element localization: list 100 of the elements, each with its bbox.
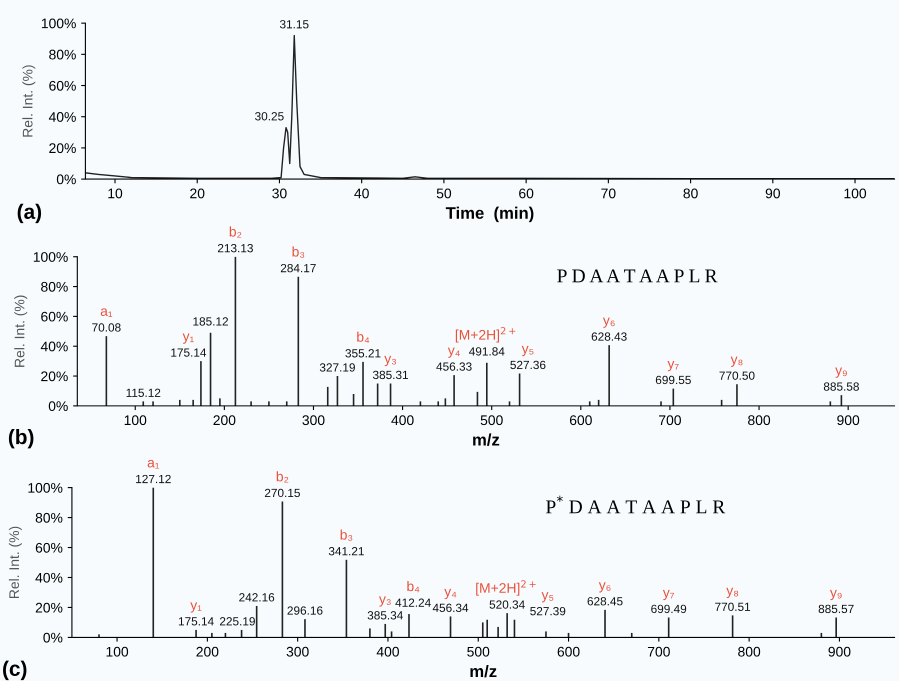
annotation: 456.34	[432, 604, 468, 612]
y-tick-label: 60%	[41, 312, 68, 322]
annotation: 31.15	[280, 20, 309, 28]
x-tick-label: 50	[436, 188, 452, 198]
annotation: 885.57	[818, 604, 854, 614]
annotation: 527.36	[510, 360, 546, 370]
y-tick-label: 20%	[41, 371, 68, 382]
annotation: y₇	[667, 360, 679, 372]
y-tick-label: 80%	[49, 50, 76, 60]
y-tick-label: 100%	[42, 18, 76, 28]
y-tick-label: 0%	[56, 174, 76, 184]
annotation: y₁	[190, 602, 202, 613]
x-axis-title: Time (min)	[446, 206, 534, 222]
annotation: 284.17	[280, 264, 316, 272]
y-tick-label: 100%	[28, 482, 62, 493]
annotation: y₄	[448, 348, 460, 358]
text: (b)	[8, 428, 34, 448]
annotation: y₅	[542, 592, 554, 602]
x-tick-label: 800	[738, 646, 760, 657]
annotation: y₅	[522, 346, 534, 356]
annotation: y₈	[730, 356, 742, 367]
x-tick-label: 400	[391, 415, 414, 426]
x-tick-label: 100	[124, 415, 146, 426]
y-tick-label: 20%	[49, 143, 76, 154]
annotation: a₁	[148, 460, 160, 469]
x-tick-label: 600	[558, 646, 580, 657]
annotation: 699.49	[651, 604, 686, 614]
annotation: P$^{*}$ D A A T A A P L R	[546, 496, 726, 514]
x-axis-title: m/z	[470, 664, 496, 678]
annotation: 699.55	[656, 376, 691, 384]
y-tick-label: 60%	[36, 542, 62, 553]
annotation: 385.34	[368, 611, 403, 620]
annotation: b₄	[357, 332, 370, 343]
annotation: y₈	[726, 588, 738, 598]
annotation: 115.12	[126, 388, 160, 397]
annotation: 770.50	[720, 371, 755, 380]
annotation: y₁	[182, 334, 194, 344]
annotation: 628.43	[592, 332, 627, 341]
annotation: 296.16	[288, 606, 323, 615]
y-axis-title: Rel. Int. (%)	[22, 65, 36, 137]
x-tick-label: 80	[683, 188, 698, 198]
x-tick-label: 900	[837, 415, 860, 426]
annotation: y₉	[835, 368, 847, 378]
y-tick-label: 20%	[36, 602, 62, 613]
annotation: 456.33	[436, 362, 472, 371]
x-tick-label: 300	[302, 415, 325, 426]
x-tick-label: 800	[748, 415, 770, 426]
annotation: b₃	[340, 530, 352, 541]
x-tick-label: 100	[106, 646, 128, 657]
x-tick-label: 90	[766, 188, 780, 198]
annotation: y₆	[602, 318, 615, 328]
annotation: [M+2H]$^{2+}$	[456, 327, 516, 342]
x-tick-label: 20	[190, 188, 204, 198]
y-tick-label: 40%	[48, 112, 76, 122]
x-tick-label: 600	[570, 415, 592, 426]
x-tick-label: 30	[272, 188, 287, 198]
x-tick-label: 40	[354, 188, 369, 198]
x-tick-label: 10	[108, 188, 122, 198]
x-tick-label: 60	[519, 188, 534, 198]
annotation: 341.21	[328, 547, 364, 556]
annotation: 270.15	[264, 488, 300, 498]
annotation: P D A A T A A P L R	[557, 269, 718, 282]
annotation: 30.25	[255, 112, 284, 120]
annotation: 520.34	[490, 600, 525, 609]
annotation: b₄	[407, 580, 420, 592]
x-tick-label: 100	[844, 188, 866, 198]
annotation: y₇	[662, 590, 674, 600]
annotation: y₆	[598, 582, 611, 592]
y-tick-label: 40%	[35, 572, 62, 583]
y-tick-label: 80%	[36, 512, 62, 523]
annotation: 527.39	[530, 606, 566, 616]
annotation: 185.12	[193, 317, 228, 326]
annotation: 242.16	[239, 593, 274, 602]
x-tick-label: 900	[828, 646, 850, 657]
annotation: 175.14	[171, 348, 206, 357]
x-tick-label: 500	[467, 646, 490, 657]
annotation: 225.19	[220, 617, 255, 626]
annotation: y₃	[378, 596, 391, 607]
x-tick-label: 700	[659, 415, 681, 426]
annotation: 327.19	[320, 363, 355, 372]
x-tick-label: 300	[286, 646, 309, 657]
annotation: 491.84	[469, 347, 505, 356]
annotation: y₉	[830, 590, 842, 600]
text: (a)	[18, 204, 42, 224]
x-tick-label: 500	[480, 415, 503, 426]
annotation: 628.45	[588, 597, 623, 606]
annotation: b₃	[292, 246, 304, 258]
x-tick-label: 200	[196, 646, 218, 657]
annotation: y₃	[384, 356, 396, 366]
annotation: 355.21	[345, 349, 380, 358]
annotation: 70.08	[92, 323, 121, 332]
y-axis-title: Rel. Int. (%)	[14, 296, 28, 367]
y-tick-label: 60%	[49, 80, 76, 91]
x-tick-label: 200	[213, 415, 236, 426]
x-tick-label: 70	[601, 188, 616, 198]
y-tick-label: 0%	[43, 632, 62, 643]
annotation: 213.13	[218, 244, 253, 252]
x-axis-title: m/z	[473, 433, 500, 446]
text: (c)	[3, 660, 26, 680]
y-axis-title: Rel. Int. (%)	[8, 526, 22, 598]
